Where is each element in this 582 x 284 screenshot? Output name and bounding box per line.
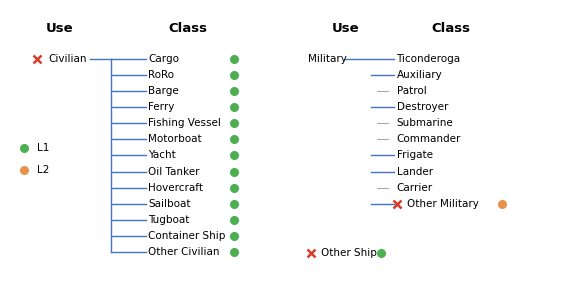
Text: Hovercraft: Hovercraft xyxy=(148,183,204,193)
Text: Yacht: Yacht xyxy=(148,150,176,160)
Text: Civilian: Civilian xyxy=(48,53,87,64)
Text: Submarine: Submarine xyxy=(396,118,453,128)
Text: Sailboat: Sailboat xyxy=(148,199,191,209)
Text: Destroyer: Destroyer xyxy=(396,102,448,112)
Text: Tugboat: Tugboat xyxy=(148,215,190,225)
Text: Military: Military xyxy=(308,53,347,64)
Text: Class: Class xyxy=(431,22,470,35)
Text: L1: L1 xyxy=(37,143,49,153)
Text: RoRo: RoRo xyxy=(148,70,175,80)
Text: Other Military: Other Military xyxy=(407,199,478,209)
Text: Cargo: Cargo xyxy=(148,53,179,64)
Text: Container Ship: Container Ship xyxy=(148,231,226,241)
Text: Use: Use xyxy=(46,22,74,35)
Text: Oil Tanker: Oil Tanker xyxy=(148,166,200,176)
Text: Barge: Barge xyxy=(148,86,179,96)
Text: Use: Use xyxy=(331,22,359,35)
Text: Other Ship: Other Ship xyxy=(321,248,377,258)
Text: Commander: Commander xyxy=(396,134,461,144)
Text: Class: Class xyxy=(169,22,208,35)
Text: Frigate: Frigate xyxy=(396,150,432,160)
Text: Motorboat: Motorboat xyxy=(148,134,202,144)
Text: Patrol: Patrol xyxy=(396,86,426,96)
Text: Auxiliary: Auxiliary xyxy=(396,70,442,80)
Text: L2: L2 xyxy=(37,165,49,175)
Text: Ticonderoga: Ticonderoga xyxy=(396,53,460,64)
Text: Fishing Vessel: Fishing Vessel xyxy=(148,118,221,128)
Text: Ferry: Ferry xyxy=(148,102,175,112)
Text: Lander: Lander xyxy=(396,166,432,176)
Text: Carrier: Carrier xyxy=(396,183,432,193)
Text: Other Civilian: Other Civilian xyxy=(148,247,220,257)
